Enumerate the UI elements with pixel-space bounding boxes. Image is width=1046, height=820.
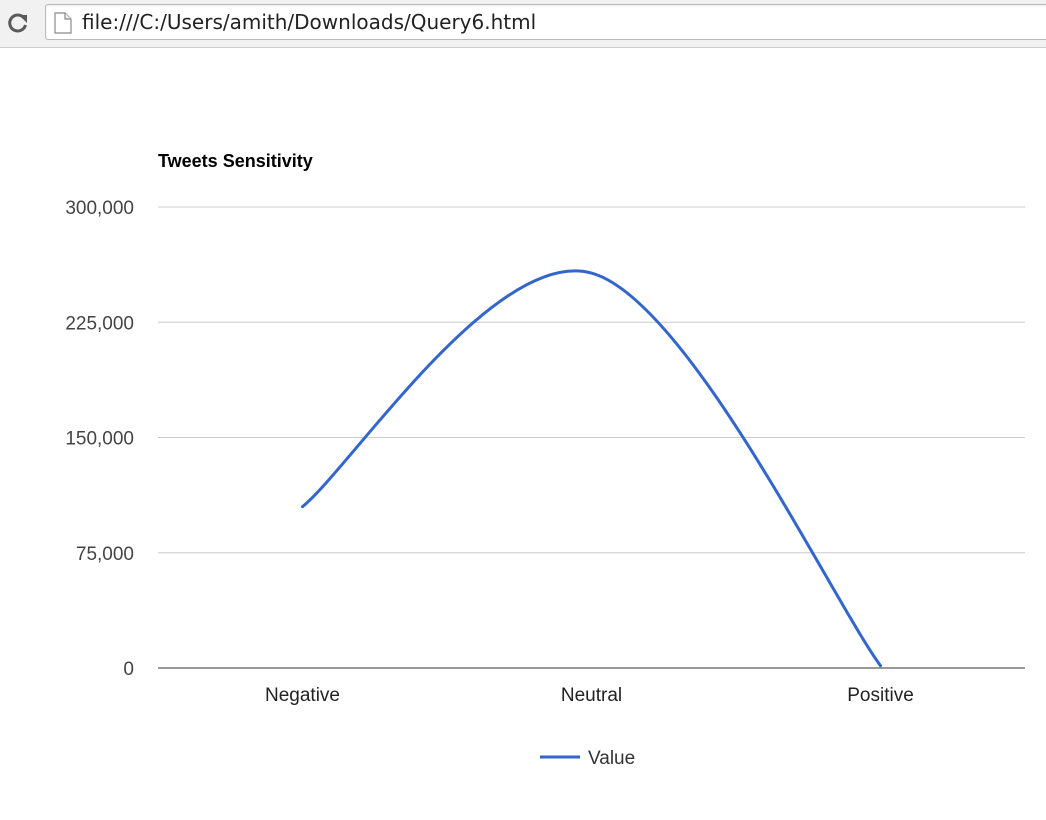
chart-container: Tweets Sensitivity 0 75,000 150,000 225,000… — [0, 49, 1046, 815]
y-tick-label: 150,000 — [65, 429, 134, 450]
gridlines — [158, 207, 1025, 668]
x-tick-label: Negative — [265, 685, 340, 706]
y-tick-label: 225,000 — [65, 313, 134, 334]
series-line-value[interactable] — [303, 271, 881, 666]
page-icon — [54, 12, 72, 34]
y-tick-label: 0 — [123, 659, 134, 680]
series-lines — [302, 271, 880, 666]
url-text[interactable]: file:///C:/Users/amith/Downloads/Query6.… — [82, 9, 536, 35]
browser-toolbar: file:///C:/Users/amith/Downloads/Query6.… — [0, 0, 1046, 48]
y-axis-ticks: 0 75,000 150,000 225,000 300,000 — [65, 198, 134, 680]
legend: Value — [540, 748, 635, 769]
line-chart: Tweets Sensitivity 0 75,000 150,000 225,000… — [0, 49, 1046, 815]
legend-label: Value — [588, 748, 635, 769]
y-tick-label: 75,000 — [76, 544, 134, 565]
x-tick-label: Neutral — [561, 685, 622, 706]
x-axis-ticks: Negative Neutral Positive — [265, 685, 914, 706]
address-bar[interactable]: file:///C:/Users/amith/Downloads/Query6.… — [45, 4, 1046, 40]
reload-icon[interactable] — [4, 9, 32, 37]
chart-title: Tweets Sensitivity — [158, 151, 313, 171]
x-tick-label: Positive — [847, 685, 914, 706]
y-tick-label: 300,000 — [65, 198, 134, 219]
